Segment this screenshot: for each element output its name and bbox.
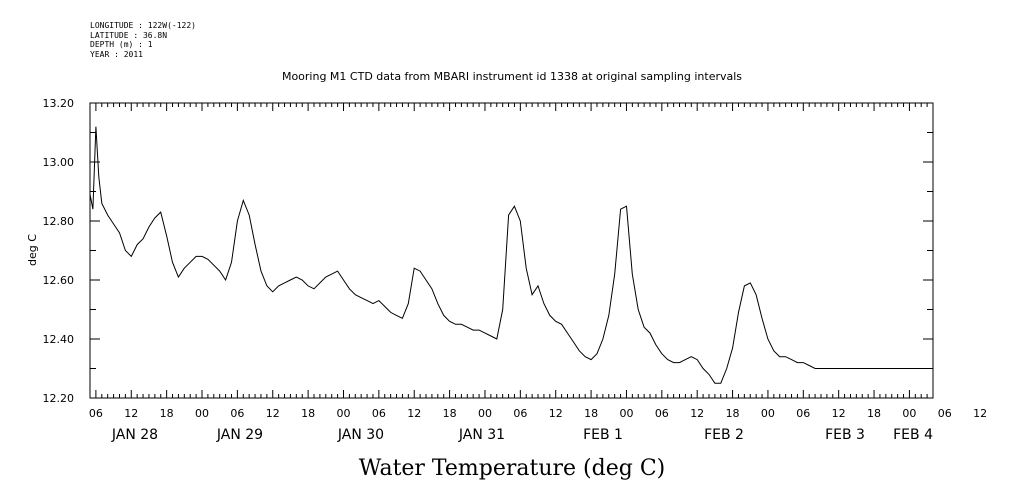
x-axis: 06 12 18 00 06 12 18 00 06 12 18 00 06 12 18 00 06 12 18 00… xyxy=(89,103,1009,420)
x-hour-label: 00 xyxy=(478,407,492,420)
x-hour-label: 18 xyxy=(726,407,740,420)
y-tick-label: 12.60 xyxy=(43,274,75,287)
x-day-label: FEB 1 xyxy=(583,427,623,443)
x-hour-label: 06 xyxy=(796,407,810,420)
y-tick-label: 12.40 xyxy=(43,333,75,346)
day-labels: JAN 28 JAN 29 JAN 30 JAN 31 FEB 1 FEB 2 FEB 3 F… xyxy=(111,427,933,443)
x-day-label: JAN 30 xyxy=(337,427,384,443)
x-hour-label: 18 xyxy=(301,407,315,420)
x-hour-label: 18 xyxy=(443,407,457,420)
x-hour-label: 18 xyxy=(160,407,174,420)
x-hour-label: 06 xyxy=(372,407,386,420)
x-hour-label: 12 xyxy=(832,407,846,420)
series-line-water-temperature xyxy=(89,126,933,384)
x-hour-label: 06 xyxy=(938,407,952,420)
meta-depth: DEPTH (m) : 1 xyxy=(90,40,153,49)
x-hour-label: 12 xyxy=(973,407,987,420)
x-hour-label: 00 xyxy=(336,407,350,420)
x-hour-label: 06 xyxy=(655,407,669,420)
metadata-block: LONGITUDE : 122W(-122) LATITUDE : 36.8N … xyxy=(90,21,196,59)
x-day-label: FEB 2 xyxy=(704,427,744,443)
x-hour-label: 12 xyxy=(549,407,563,420)
x-hour-label: 06 xyxy=(89,407,103,420)
x-hour-label: 00 xyxy=(195,407,209,420)
y-tick-label: 13.00 xyxy=(43,156,75,169)
x-hour-label: 00 xyxy=(902,407,916,420)
y-axis-label: deg C xyxy=(26,234,39,266)
x-day-label: FEB 4 xyxy=(893,427,933,443)
y-axis: 12.20 12.40 12.60 12.80 13.00 13.20 xyxy=(43,97,933,405)
x-hour-label: 00 xyxy=(619,407,633,420)
x-hour-label: 06 xyxy=(513,407,527,420)
y-tick-label: 12.20 xyxy=(43,392,75,405)
meta-latitude: LATITUDE : 36.8N xyxy=(90,30,168,40)
x-day-label: JAN 31 xyxy=(458,427,505,443)
chart-title: Mooring M1 CTD data from MBARI instrumen… xyxy=(282,70,742,83)
x-day-label: JAN 28 xyxy=(111,427,158,443)
meta-longitude: LONGITUDE : 122W(-122) xyxy=(90,21,196,30)
x-hour-label: 18 xyxy=(867,407,881,420)
x-day-label: FEB 3 xyxy=(825,427,865,443)
x-hour-label: 12 xyxy=(690,407,704,420)
x-hour-label: 12 xyxy=(407,407,421,420)
x-hour-label: 12 xyxy=(124,407,138,420)
x-hour-label: 12 xyxy=(266,407,280,420)
x-hour-label: 00 xyxy=(761,407,775,420)
meta-year: YEAR : 2011 xyxy=(90,49,143,59)
x-axis-label: Water Temperature (deg C) xyxy=(359,456,666,481)
plot-frame xyxy=(89,102,934,399)
x-hour-label: 18 xyxy=(584,407,598,420)
x-hour-label: 06 xyxy=(230,407,244,420)
y-tick-label: 13.20 xyxy=(43,97,75,110)
x-day-label: JAN 29 xyxy=(216,427,263,443)
y-tick-label: 12.80 xyxy=(43,215,75,228)
